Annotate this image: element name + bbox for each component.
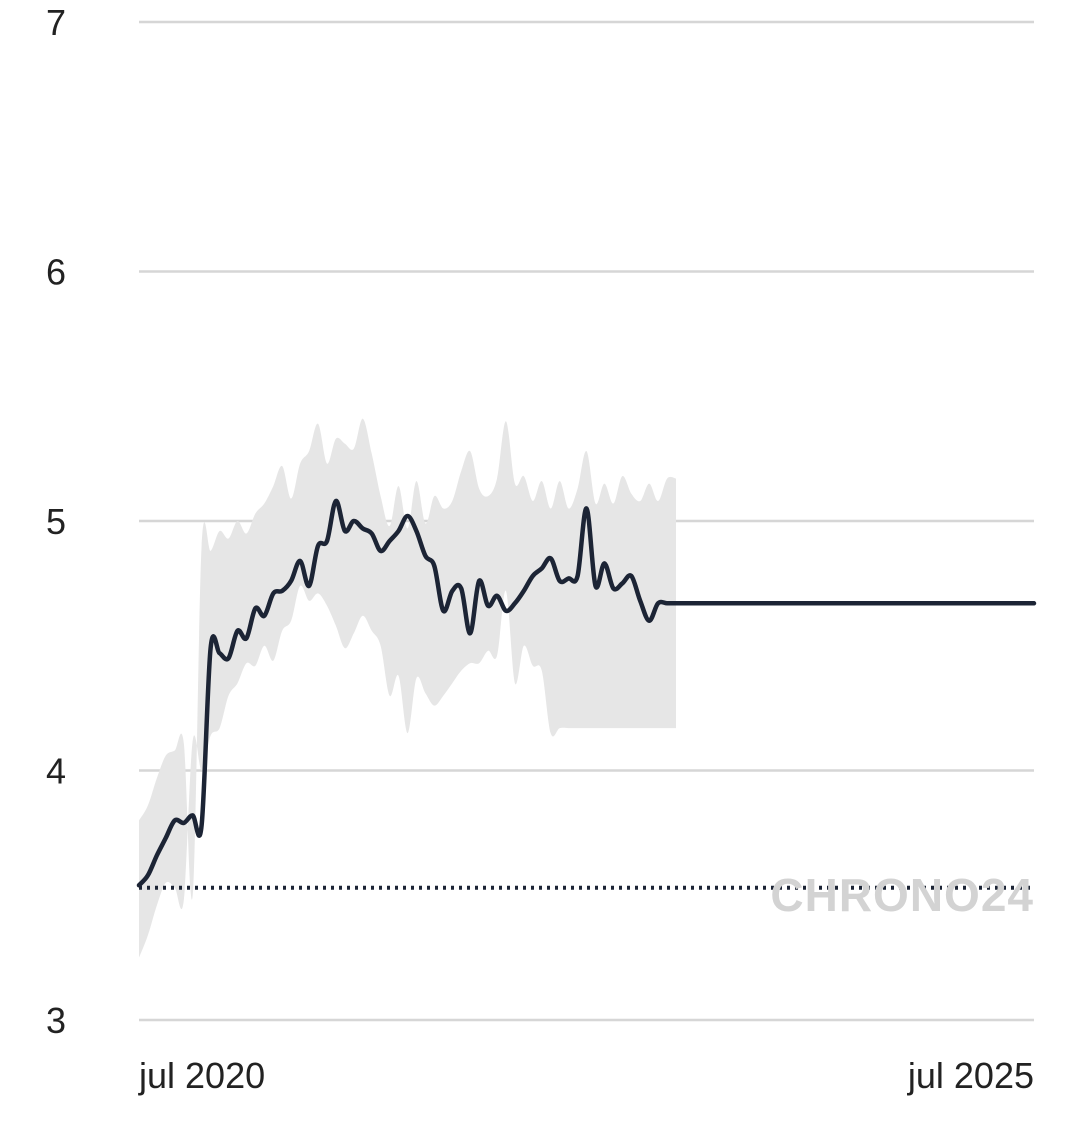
y-axis-tick-labels: 3 4 5 6 7 [46, 2, 66, 1041]
series-lines [136, 498, 1037, 888]
range-band [139, 418, 676, 958]
y-tick-label: 3 [46, 1000, 66, 1041]
x-tick-label: jul 2025 [907, 1055, 1034, 1096]
x-axis-tick-labels: jul 2020 jul 2025 [138, 1055, 1034, 1096]
watermark: CHRONO24 [770, 869, 1034, 921]
y-tick-label: 4 [46, 751, 66, 792]
y-tick-label: 7 [46, 2, 66, 43]
y-tick-label: 6 [46, 252, 66, 293]
range-band-area [139, 418, 676, 958]
watermark-text: CHRONO24 [770, 869, 1034, 921]
series-line [136, 498, 1037, 888]
x-tick-label: jul 2020 [138, 1055, 265, 1096]
y-tick-label: 5 [46, 501, 66, 542]
